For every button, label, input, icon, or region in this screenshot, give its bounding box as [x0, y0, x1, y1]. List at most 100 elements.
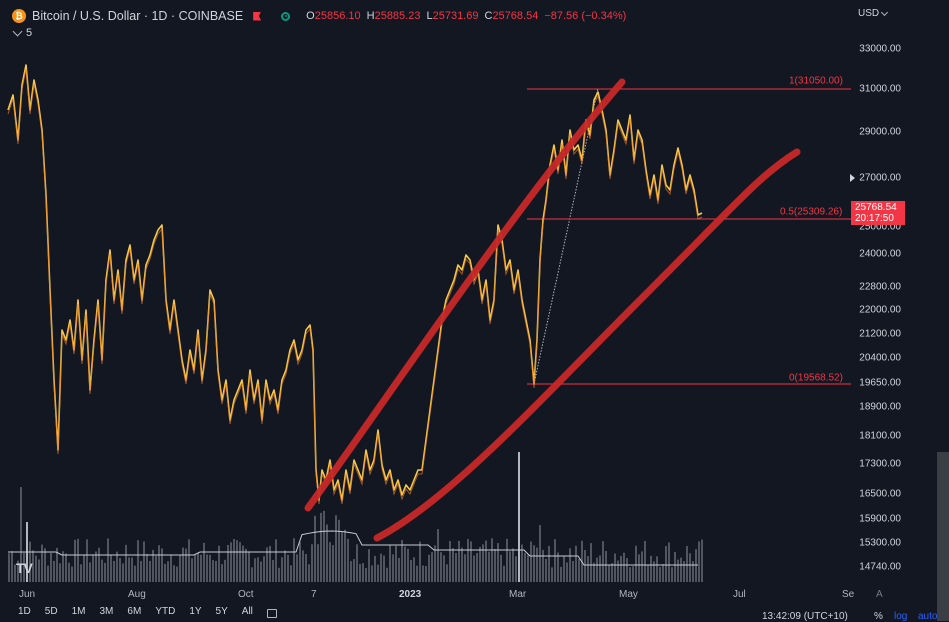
volume-bar [536, 547, 538, 582]
volume-bar [590, 543, 592, 582]
open-value: 25856.10 [314, 10, 361, 22]
volume-bar [275, 539, 277, 582]
volume-bar [530, 541, 532, 582]
volume-bar [422, 565, 424, 582]
volume-bar [686, 546, 688, 582]
timeframe-button-all[interactable]: All [241, 606, 253, 617]
price-axis-label: 21200.00 [859, 328, 901, 340]
volume-bar [263, 556, 265, 582]
price-axis-label: 24000.00 [859, 248, 901, 260]
volume-bar [137, 540, 139, 582]
price-axis-label: 15900.00 [859, 513, 901, 525]
price-axis-label: 14740.00 [859, 561, 901, 573]
volume-bar [692, 561, 694, 582]
flag-icon[interactable] [253, 11, 262, 21]
volume-bar [89, 562, 91, 582]
timeframe-button-1d[interactable]: 1D [18, 606, 31, 617]
volume-bar [245, 548, 247, 582]
timeframe-button-3m[interactable]: 3M [99, 606, 114, 617]
lower-trend-line [373, 148, 801, 542]
volume-bar [662, 564, 664, 582]
volume-bar [524, 552, 526, 582]
currency-selector[interactable]: USD [858, 8, 889, 19]
volume-bar [209, 554, 211, 582]
indicators-toggle[interactable]: 5 [12, 26, 32, 39]
volume-bar [560, 566, 562, 582]
tradingview-logo[interactable]: TV [16, 560, 33, 576]
volume-bar [173, 565, 175, 582]
volume-bar [320, 512, 322, 582]
bottom-toolbar: 1D 5D 1M 3M 6M YTD 1Y 5Y All [0, 606, 949, 621]
volume-bar [200, 554, 202, 582]
volume-bar [104, 562, 106, 582]
volume-bar [128, 557, 130, 582]
volume-bar [170, 554, 172, 582]
timeframe-button-1m[interactable]: 1M [71, 606, 86, 617]
chevron-down-icon[interactable] [12, 26, 23, 37]
volume-bar [476, 553, 478, 582]
volume-bar [77, 538, 79, 582]
volume-bar [527, 554, 529, 582]
auto-scale-button[interactable]: A [876, 589, 883, 600]
timeframe-button-5y[interactable]: 5Y [215, 606, 228, 617]
volume-bar [11, 551, 13, 582]
volume-bar [323, 510, 325, 582]
volume-bar [212, 560, 214, 582]
volume-bar [461, 547, 463, 582]
timeframe-button-1y[interactable]: 1Y [189, 606, 202, 617]
volume-bar [548, 545, 550, 582]
volume-bar [584, 550, 586, 582]
volume-bar [416, 565, 418, 582]
volume-bar [698, 541, 700, 582]
close-label: C [484, 10, 493, 22]
price-axis-label: 22800.00 [859, 281, 901, 293]
timeframe-button-5d[interactable]: 5D [44, 606, 58, 617]
volume-bar [56, 547, 58, 582]
calendar-icon[interactable] [266, 609, 277, 618]
fib-level-label: 0.5(25309.26) [780, 206, 843, 218]
time-axis-label: 2023 [399, 589, 422, 600]
volume-bar [512, 548, 514, 582]
volume-bar [701, 539, 703, 582]
volume-bar [503, 565, 505, 582]
volume-moving-average-line [8, 530, 698, 566]
clock[interactable]: 13:42:09 (UTC+10) [762, 611, 848, 622]
volume-bar [143, 541, 145, 582]
volume-bar [392, 554, 394, 582]
volume-bar [605, 550, 607, 582]
volume-bar [302, 550, 304, 582]
volume-bar [257, 557, 259, 582]
volume-bar [578, 558, 580, 582]
timeframe-button-ytd[interactable]: YTD [155, 606, 176, 617]
fib-diagonal-line [533, 87, 599, 385]
volume-bar [305, 553, 307, 582]
auto-scale-toggle[interactable]: auto [918, 611, 938, 622]
volume-bar [428, 554, 430, 582]
log-scale-button[interactable]: log [894, 611, 908, 622]
volume-bar [455, 553, 457, 582]
volume-bar [50, 553, 52, 582]
volume-bar [617, 560, 619, 582]
timeframe-button-6m[interactable]: 6M [127, 606, 142, 617]
percent-scale-button[interactable]: % [874, 611, 883, 622]
volume-bar [656, 556, 658, 582]
price-axis-label: 22000.00 [859, 304, 901, 316]
volume-bar [203, 542, 205, 582]
volume-bar [131, 557, 133, 582]
volume-bar [92, 555, 94, 582]
change-value: −87.56 (−0.34%) [544, 10, 627, 22]
volume-bar [140, 560, 142, 582]
volume-bar [665, 546, 667, 582]
volume-bar [251, 567, 253, 582]
volume-bar [149, 560, 151, 582]
volume-bar [545, 558, 547, 582]
volume-bar [221, 564, 223, 582]
volume-bar [575, 545, 577, 582]
symbol-title[interactable]: Bitcoin / U.S. Dollar · 1D · COINBASE [32, 9, 244, 23]
volume-bar [458, 540, 460, 582]
bitcoin-icon[interactable]: ₿ [12, 9, 26, 23]
volume-bar [188, 539, 190, 582]
volume-bar [494, 548, 496, 582]
market-status-icon[interactable] [281, 11, 291, 21]
